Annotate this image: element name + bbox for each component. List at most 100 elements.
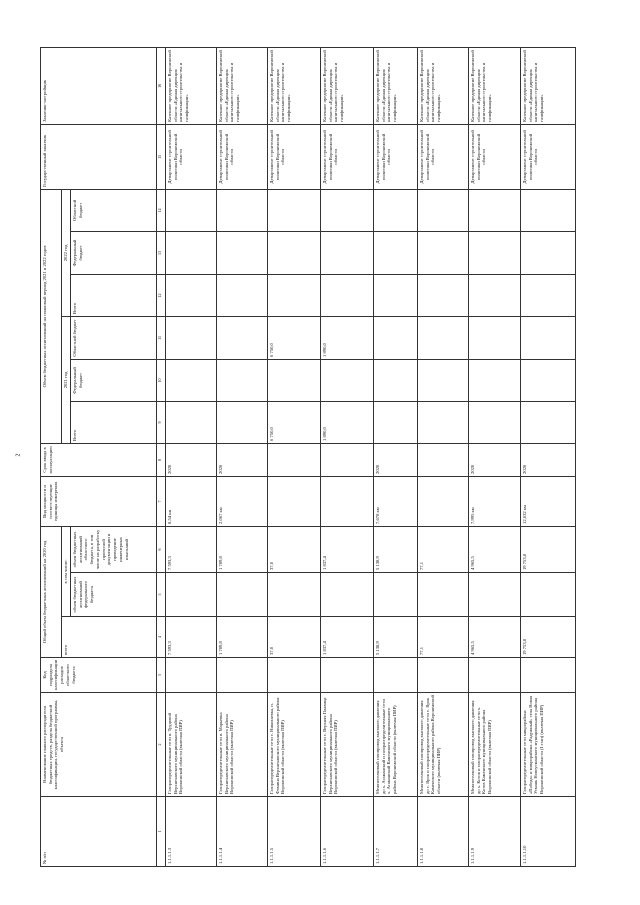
cell-code <box>468 657 521 693</box>
cell-o22 <box>267 189 321 232</box>
column-number: 11 <box>156 316 166 360</box>
cell-f22 <box>267 231 321 275</box>
cell-total-2020: 37,0 <box>267 616 321 658</box>
cell-t22 <box>373 274 418 317</box>
cell-capacity: 12,632 км <box>520 476 576 527</box>
header-number: № п/п <box>40 796 157 867</box>
column-number: 12 <box>156 274 166 317</box>
cell-customer: Департамент строительной политики Вороне… <box>216 124 268 190</box>
table-row: 1.1.1.1.9 Межпоселковый газопровод высоко… <box>468 47 521 867</box>
rotated-table-container: № п/п Наименование главного распорядител… <box>40 47 576 867</box>
cell-fed-2020 <box>417 572 469 617</box>
cell-o21 <box>417 316 469 360</box>
cell-total-2020: 77,1 <box>417 616 469 658</box>
cell-o21: 1 890,0 <box>320 316 374 360</box>
cell-code <box>267 657 321 693</box>
cell-o22 <box>165 189 217 232</box>
cell-developer: Казенное предприятие Воронежской области… <box>373 47 418 125</box>
cell-fed-2020 <box>267 572 321 617</box>
cell-total-2020: 1 837,4 <box>320 616 374 658</box>
table-row: 1.1.1.1.5 Газораспределительные сети с. Н… <box>267 47 321 867</box>
cell-obl-2020: 1 837,4 <box>320 526 374 573</box>
header-including: в том числе: <box>61 526 71 617</box>
table-row: 1.1.1.1.4 Газораспределительные сети п. М… <box>216 47 268 867</box>
cell-fed-2020 <box>320 572 374 617</box>
cell-total-2020: 1 789,8 <box>216 616 268 658</box>
column-number: 9 <box>156 401 166 444</box>
cell-obl-2020: 77,1 <box>417 526 469 573</box>
header-name: Наименование главного распорядителя бюдж… <box>40 692 157 797</box>
cell-code <box>320 657 374 693</box>
cell-f21 <box>320 359 374 402</box>
column-number-row: 1 2 3 4 5 6 7 8 9 10 11 12 13 14 15 16 <box>156 47 166 867</box>
cell-f21 <box>373 359 418 402</box>
cell-t21 <box>417 401 469 444</box>
cell-customer: Департамент строительной политики Вороне… <box>267 124 321 190</box>
cell-customer: Департамент строительной политики Вороне… <box>417 124 469 190</box>
cell-developer: Казенное предприятие Воронежской области… <box>520 47 576 125</box>
cell-obl-2020: 1 789,8 <box>216 526 268 573</box>
cell-t22 <box>216 274 268 317</box>
cell-year: 2020 <box>468 443 521 477</box>
column-number: 8 <box>156 443 166 477</box>
cell-o21: 6 750,0 <box>267 316 321 360</box>
header-year-2022: 2022 год <box>61 189 71 317</box>
cell-name: Газораспределительные сети микрорайона «… <box>520 692 576 797</box>
header-obl-2021: Областной бюджет <box>70 316 157 360</box>
column-number: 1 <box>156 796 166 867</box>
cell-total-2020: 5 138,9 <box>373 616 418 658</box>
cell-t21 <box>216 401 268 444</box>
header-capacity: Вид мощности и соответствующие единицы и… <box>40 476 157 527</box>
column-number: 4 <box>156 616 166 658</box>
cell-year: 2020 <box>165 443 217 477</box>
cell-t21: 6 750,0 <box>267 401 321 444</box>
column-number: 2 <box>156 692 166 797</box>
header-fed-2020: объем бюджетных ассигнований федеральног… <box>70 572 157 617</box>
cell-year: 2020 <box>216 443 268 477</box>
header-obl-2022: Областной бюджет <box>70 189 157 232</box>
cell-t21 <box>468 401 521 444</box>
cell-f21 <box>468 359 521 402</box>
table-row: 1.1.1.1.10 Газораспределительные сети мик… <box>520 47 576 867</box>
cell-code <box>216 657 268 693</box>
column-number: 6 <box>156 526 166 573</box>
cell-t22 <box>267 274 321 317</box>
cell-fed-2020 <box>165 572 217 617</box>
header-total-2022: Всего <box>70 274 157 317</box>
cell-num: 1.1.1.1.4 <box>216 796 268 867</box>
cell-developer: Казенное предприятие Воронежской области… <box>216 47 268 125</box>
column-number: 13 <box>156 231 166 275</box>
cell-name: Газораспределительные сети с. Николаевка… <box>267 692 321 797</box>
cell-developer: Казенное предприятие Воронежской области… <box>468 47 521 125</box>
cell-customer: Департамент строительной политики Вороне… <box>320 124 374 190</box>
cell-name: Газораспределительные сети п. Марьевка В… <box>216 692 268 797</box>
cell-o21 <box>468 316 521 360</box>
cell-o21 <box>520 316 576 360</box>
cell-year <box>320 443 374 477</box>
cell-capacity: 2,067 км <box>216 476 268 527</box>
column-number: 14 <box>156 189 166 232</box>
cell-num: 1.1.1.1.8 <box>417 796 469 867</box>
cell-t21 <box>165 401 217 444</box>
cell-customer: Департамент строительной политики Вороне… <box>468 124 521 190</box>
table-row: 1.1.1.1.8 Межпоселковый газопровод высоко… <box>417 47 469 867</box>
cell-name: Межпоселковый газопровод высокого давлен… <box>373 692 418 797</box>
header-fed-2022: Федеральный бюджет <box>70 231 157 275</box>
header-year-2021: 2021 год <box>61 316 71 444</box>
cell-f22 <box>320 231 374 275</box>
cell-customer: Департамент строительной политики Вороне… <box>165 124 217 190</box>
header-group-plan: Объем бюджетных ассигнований на плановый… <box>40 189 62 444</box>
header-fed-2021: Федеральный бюджет <box>70 359 157 402</box>
column-number: 16 <box>156 47 166 125</box>
table-body: 1.1.1.1.3 Газораспределительные сети п. Т… <box>165 47 576 867</box>
cell-fed-2020 <box>216 572 268 617</box>
cell-obl-2020: 19 753,8 <box>520 526 576 573</box>
cell-total-2020: 7 593,3 <box>165 616 217 658</box>
header-commissioning: Срок ввода в эксплуатацию <box>40 443 157 477</box>
cell-t22 <box>165 274 217 317</box>
cell-o21 <box>216 316 268 360</box>
cell-num: 1.1.1.1.10 <box>520 796 576 867</box>
cell-o22 <box>373 189 418 232</box>
cell-obl-2020: 4 965,5 <box>468 526 521 573</box>
cell-fed-2020 <box>520 572 576 617</box>
